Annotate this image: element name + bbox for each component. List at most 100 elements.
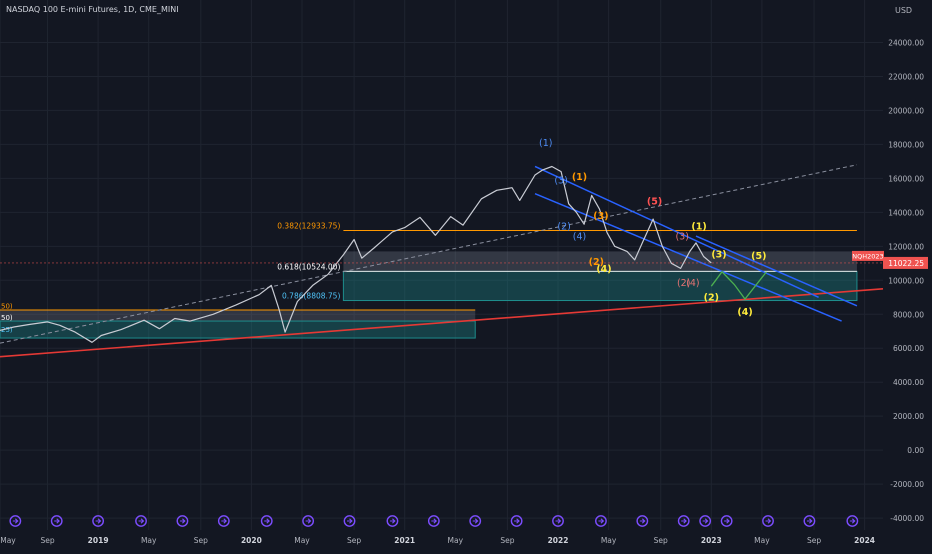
left-edge-label: 25) bbox=[1, 326, 13, 334]
x-tick-label: May bbox=[141, 536, 157, 545]
event-arrow-icon bbox=[598, 518, 605, 524]
event-marker-icon bbox=[302, 515, 315, 527]
event-marker-icon bbox=[636, 515, 649, 527]
event-arrow-icon bbox=[849, 518, 856, 524]
dashed-trend-line bbox=[0, 164, 858, 344]
event-arrow-icon bbox=[639, 518, 646, 524]
price-series bbox=[0, 165, 768, 343]
x-tick-label: Sep bbox=[40, 536, 54, 545]
wave-label: (2) bbox=[557, 221, 570, 232]
wave-label: (1) bbox=[539, 138, 552, 149]
x-tick-label: Sep bbox=[194, 536, 208, 545]
x-tick-label: 2024 bbox=[854, 536, 875, 545]
fib-level-label: 0.618(10524.00) bbox=[277, 262, 340, 271]
event-marker-icon bbox=[386, 515, 399, 527]
grid bbox=[0, 0, 883, 530]
event-arrow-icon bbox=[12, 518, 19, 524]
y-tick-label: 12000.00 bbox=[888, 242, 924, 251]
x-tick-label: Sep bbox=[807, 536, 821, 545]
event-marker-icon bbox=[699, 515, 712, 527]
x-tick-label: 2022 bbox=[548, 536, 569, 545]
x-tick-label: Sep bbox=[500, 536, 514, 545]
event-marker-icon bbox=[803, 515, 816, 527]
x-tick-label: May bbox=[601, 536, 617, 545]
x-tick-label: 2021 bbox=[394, 536, 415, 545]
event-arrow-icon bbox=[179, 518, 186, 524]
price-line bbox=[0, 165, 712, 343]
price-tag-bg bbox=[883, 256, 928, 269]
y-tick-label: 16000.00 bbox=[888, 174, 924, 183]
fib-level-label: 0.382(12933.75) bbox=[277, 221, 340, 230]
wave-label: (2) bbox=[704, 293, 719, 304]
event-marker-icon bbox=[427, 515, 440, 527]
wave-label: (4) bbox=[573, 232, 586, 243]
red-trend-line bbox=[0, 287, 884, 358]
wave-label: (3) bbox=[711, 249, 726, 260]
price-axis[interactable]: 24000.00 22000.00 20000.00 18000.00 16000.00… bbox=[883, 0, 932, 550]
y-tick-label: 14000.00 bbox=[888, 208, 924, 217]
event-arrow-icon bbox=[221, 518, 228, 524]
wave-label: (4) bbox=[596, 264, 611, 275]
x-tick-label: 2019 bbox=[88, 536, 109, 545]
event-arrow-icon bbox=[54, 518, 60, 524]
symbol-title: NASDAQ 100 E-mini Futures, 1D, CME_MINI bbox=[6, 5, 179, 14]
channel-line-middle bbox=[695, 235, 858, 307]
currency-label: USD bbox=[895, 6, 913, 15]
event-arrow-icon bbox=[95, 518, 102, 524]
event-marker-icon bbox=[217, 515, 230, 527]
x-tick-label: May bbox=[294, 536, 310, 545]
price-tag-value: 11022.25 bbox=[888, 259, 924, 268]
x-tick-label: Sep bbox=[654, 536, 668, 545]
price-axis-bg bbox=[883, 0, 932, 550]
event-marker-icon bbox=[846, 515, 859, 527]
time-axis-bg bbox=[0, 530, 932, 550]
elliott-wave-labels: (1)(3)(2)(4)(1)(3)(2)(4)(5)(3)(2)(4)(1)(… bbox=[539, 138, 766, 318]
wave-label: (3) bbox=[593, 211, 608, 222]
event-marker-icon bbox=[469, 515, 482, 527]
left-edge-label: 50) bbox=[1, 302, 13, 310]
event-marker-icon bbox=[762, 515, 774, 527]
left-zone-grey bbox=[0, 310, 476, 322]
y-tick-label: 0.00 bbox=[907, 446, 924, 455]
y-tick-label: -2000.00 bbox=[890, 480, 924, 489]
left-edge-label: 50) bbox=[1, 314, 13, 322]
event-arrow-icon bbox=[514, 518, 520, 524]
event-marker-icon bbox=[720, 515, 733, 527]
x-tick-label: 2023 bbox=[701, 536, 722, 545]
wave-label: (4) bbox=[686, 278, 699, 289]
y-tick-label: 8000.00 bbox=[893, 310, 924, 319]
event-marker-icon bbox=[176, 515, 189, 527]
event-arrow-icon bbox=[806, 518, 813, 524]
event-marker-icon bbox=[92, 515, 105, 527]
y-tick-label: 20000.00 bbox=[888, 106, 924, 115]
event-arrow-icon bbox=[765, 518, 772, 524]
x-tick-label: May bbox=[754, 536, 770, 545]
y-tick-label: 24000.00 bbox=[888, 38, 924, 47]
time-axis[interactable]: May Sep 2019 May Sep 2020 May Sep 2021 May Sep 2022… bbox=[0, 530, 932, 550]
wave-label: (3) bbox=[675, 232, 688, 243]
event-arrow-icon bbox=[305, 518, 312, 524]
event-marker-icon bbox=[343, 515, 356, 527]
event-marker-icon bbox=[595, 515, 607, 527]
y-tick-label: -4000.00 bbox=[890, 514, 924, 523]
channel-line-upper bbox=[534, 165, 819, 298]
x-tick-label: May bbox=[448, 536, 464, 545]
wave-label: (2) bbox=[589, 257, 604, 268]
event-arrow-icon bbox=[347, 518, 353, 524]
x-tick-label: Sep bbox=[347, 536, 361, 545]
y-tick-label: 10000.00 bbox=[888, 276, 924, 285]
event-arrow-icon bbox=[555, 518, 562, 524]
wave-label: (5) bbox=[647, 197, 662, 208]
x-tick-label: 2020 bbox=[241, 536, 262, 545]
fib-level-label: 0.786(8808.75) bbox=[282, 292, 340, 301]
wave-label: (5) bbox=[751, 251, 766, 262]
symbol-tag-label: NQH2023 bbox=[852, 252, 883, 260]
y-tick-label: 4000.00 bbox=[893, 378, 924, 387]
y-tick-label: 2000.00 bbox=[893, 412, 924, 421]
wave-label: (3) bbox=[554, 175, 567, 186]
event-markers bbox=[9, 515, 859, 527]
event-arrow-icon bbox=[472, 518, 479, 524]
